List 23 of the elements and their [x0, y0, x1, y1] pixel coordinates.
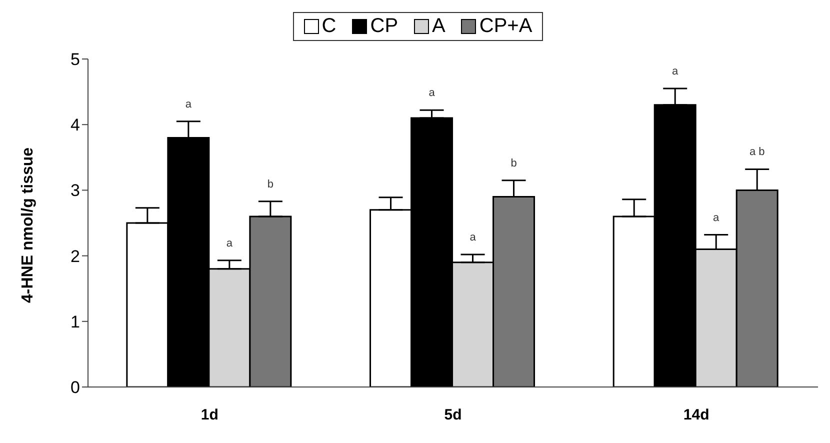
y-tick-label: 0	[70, 378, 80, 398]
x-tick-label: 1d	[200, 406, 218, 424]
legend-label: CP	[370, 15, 398, 38]
y-tick-label: 1	[70, 312, 80, 332]
y-tick-label: 5	[70, 50, 80, 70]
y-axis-title: 4-HNE nmol/g tissue	[20, 147, 37, 303]
y-tick-label: 2	[70, 246, 80, 266]
x-tick-label: 14d	[683, 406, 710, 424]
x-tick-label: 5d	[444, 406, 462, 424]
legend-label: A	[432, 15, 446, 38]
data-label: b	[267, 178, 274, 190]
data-label: a	[185, 98, 192, 110]
data-label: a	[672, 66, 680, 78]
data-label: a	[226, 237, 234, 250]
legend-label: C	[322, 15, 336, 38]
data-label: a	[713, 212, 720, 224]
legend-label: CP+A	[479, 15, 532, 38]
data-label: a b	[749, 146, 765, 158]
data-label: b	[510, 157, 517, 170]
data-label: a	[470, 231, 477, 244]
y-tick-label: 3	[70, 181, 80, 200]
y-tick-label: 4	[70, 116, 80, 135]
data-label: a	[428, 87, 436, 100]
